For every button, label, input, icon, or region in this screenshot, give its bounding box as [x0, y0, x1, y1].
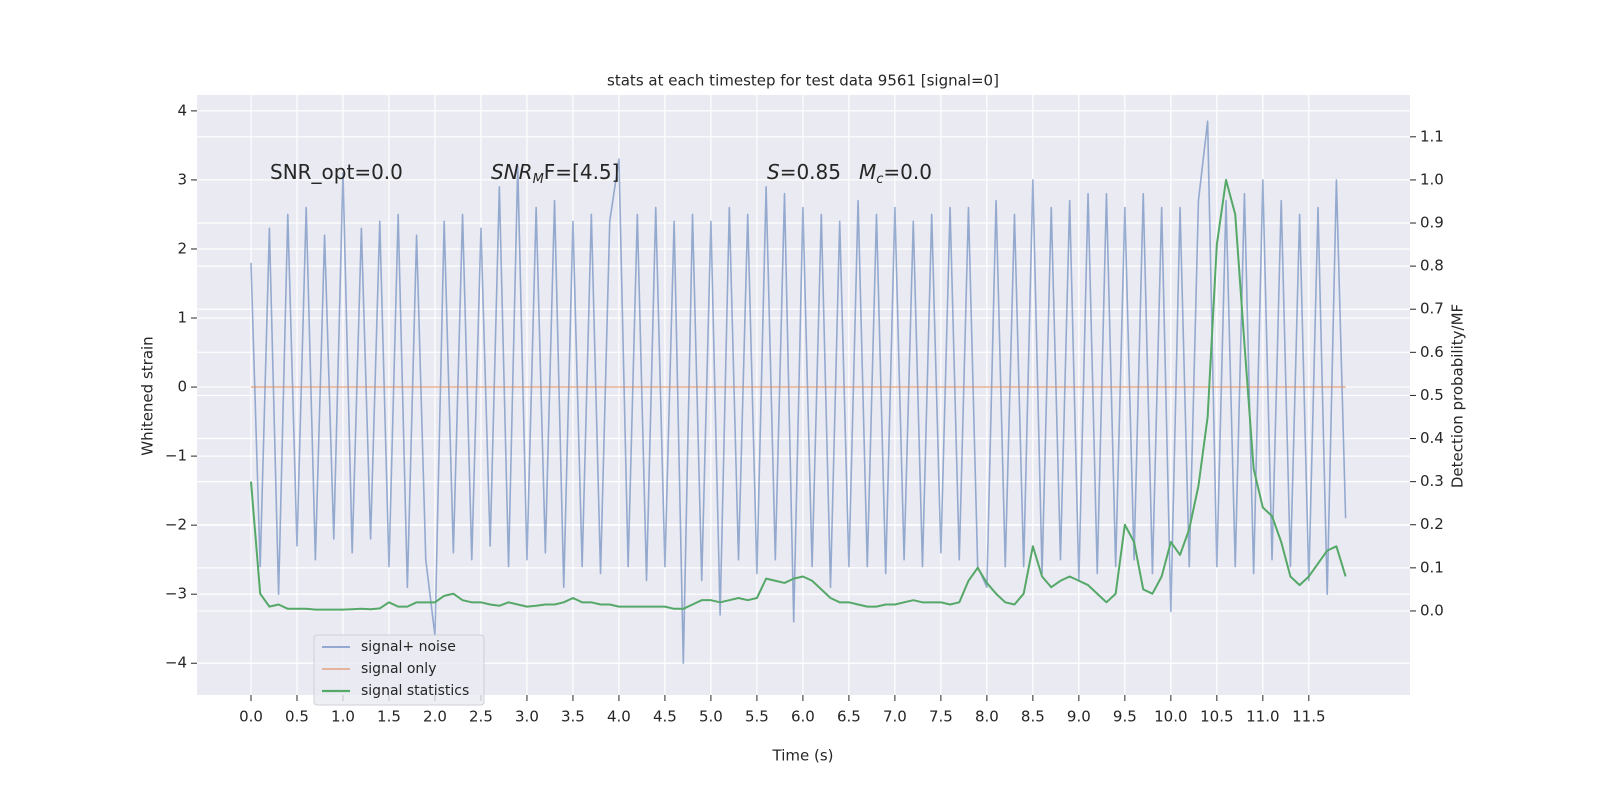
- y-axis-label: Whitened strain: [139, 336, 157, 455]
- x-tick-label: 7.5: [929, 708, 953, 726]
- x-tick-label: 5.0: [699, 708, 723, 726]
- y-tick-label: 3: [177, 170, 187, 188]
- series-line: [250, 120, 1347, 665]
- x-tick-label: 7.0: [883, 708, 907, 726]
- y2-tick-label: 1.0: [1420, 170, 1444, 188]
- x-tick-label: 10.5: [1200, 708, 1233, 726]
- annotation: SNR_opt=0.0: [270, 160, 403, 184]
- x-tick-label: 0.0: [239, 708, 263, 726]
- annotation-part: =0.0: [883, 160, 932, 184]
- y2-tick-label: 1.1: [1420, 127, 1444, 145]
- x-tick-label: 6.0: [791, 708, 815, 726]
- legend: signal+ noise signal only signal statistic…: [313, 634, 485, 706]
- x-tick-label: 11.5: [1292, 708, 1325, 726]
- x-tick-label: 4.0: [607, 708, 631, 726]
- annotation-part: SNR_opt=0.0: [270, 160, 403, 184]
- y2-tick-label: 0.3: [1420, 472, 1444, 490]
- x-tick-label: 9.0: [1067, 708, 1091, 726]
- x-tick-label: 2.5: [469, 708, 493, 726]
- y2-tick-label: 0.9: [1420, 214, 1444, 232]
- y2-tick-label: 0.6: [1420, 343, 1444, 361]
- annotation: S=0.85: [767, 160, 841, 184]
- x-tick-label: 3.5: [561, 708, 585, 726]
- y-tick-label: 0: [177, 378, 187, 396]
- annotation: Mc=0.0: [859, 160, 932, 187]
- x-tick-label: 9.5: [1113, 708, 1137, 726]
- y-tick-label: −3: [165, 585, 187, 603]
- y2-tick-label: 0.7: [1420, 300, 1444, 318]
- y2-tick-label: 0.2: [1420, 515, 1444, 533]
- annotation-part: F=[4.5]: [544, 160, 620, 184]
- y2-axis-label: Detection probability/MF: [1449, 304, 1467, 488]
- x-tick-label: 11.0: [1246, 708, 1279, 726]
- annotation-part: M: [859, 160, 876, 184]
- y-tick-label: −4: [165, 654, 187, 672]
- y2-tick-label: 0.1: [1420, 558, 1444, 576]
- x-tick-label: 1.0: [331, 708, 355, 726]
- x-axis-label: Time (s): [772, 747, 834, 765]
- chart-title: stats at each timestep for test data 956…: [607, 72, 999, 90]
- legend-label: signal+ noise: [361, 639, 456, 655]
- x-tick-label: 0.5: [285, 708, 309, 726]
- annotation-part: S: [767, 160, 780, 184]
- y2-tick-label: 0.4: [1420, 429, 1444, 447]
- x-tick-label: 8.5: [1021, 708, 1045, 726]
- annotation-part: M: [533, 172, 544, 187]
- annotation-part: c: [876, 172, 883, 187]
- legend-label: signal only: [361, 661, 436, 677]
- y-tick-label: 1: [177, 309, 187, 327]
- legend-box: [313, 634, 485, 706]
- y2-tick-label: 0.8: [1420, 257, 1444, 275]
- x-tick-label: 3.0: [515, 708, 539, 726]
- y-tick-label: 4: [177, 101, 187, 119]
- x-tick-label: 8.0: [975, 708, 999, 726]
- y-tick-label: −2: [165, 516, 187, 534]
- x-tick-label: 2.0: [423, 708, 447, 726]
- annotation-part: =0.85: [780, 160, 841, 184]
- x-tick-label: 10.0: [1154, 708, 1187, 726]
- annotation-part: SNR: [491, 160, 533, 184]
- y2-tick-label: 0.5: [1420, 386, 1444, 404]
- x-tick-label: 4.5: [653, 708, 677, 726]
- y-tick-label: 2: [177, 239, 187, 257]
- y2-tick-label: 0.0: [1420, 601, 1444, 619]
- series-line: [249, 178, 1347, 611]
- y-tick-label: −1: [165, 447, 187, 465]
- x-tick-label: 1.5: [377, 708, 401, 726]
- legend-label: signal statistics: [361, 683, 469, 699]
- annotation: SNRMF=[4.5]: [491, 160, 619, 187]
- x-tick-label: 6.5: [837, 708, 861, 726]
- x-tick-label: 5.5: [745, 708, 769, 726]
